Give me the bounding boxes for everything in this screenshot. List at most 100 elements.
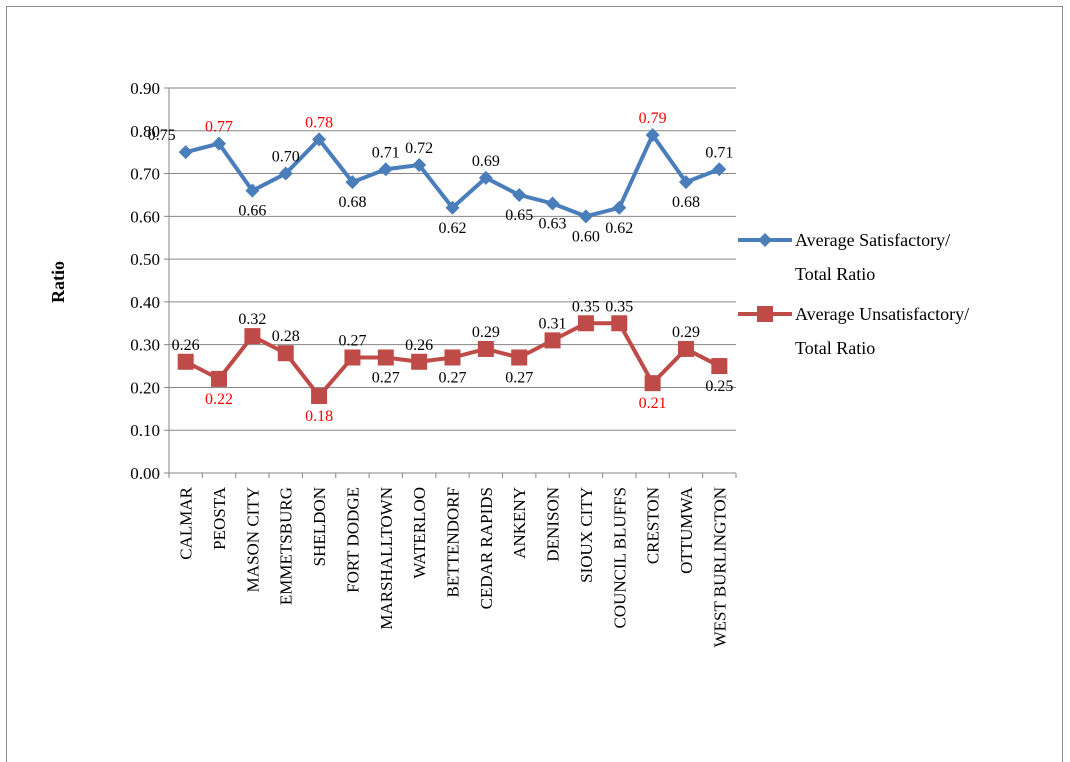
data-label-series-1: 0.62: [439, 220, 467, 237]
data-label-series-1: 0.70: [272, 149, 300, 166]
data-label-series-2: 0.21: [639, 395, 667, 412]
x-tick-label: CEDAR RAPIDS: [477, 487, 496, 609]
y-tick-label: 0.90: [130, 79, 160, 98]
data-point-series-2: [411, 353, 428, 370]
data-label-series-2: 0.26: [405, 337, 433, 354]
data-point-series-1: [545, 196, 560, 211]
x-tick-label: CALMAR: [177, 486, 196, 559]
data-point-series-1: [645, 128, 660, 143]
data-point-series-2: [211, 370, 228, 387]
data-point-series-1: [512, 187, 527, 202]
y-tick-label: 0.60: [130, 207, 160, 226]
axes: [168, 88, 736, 474]
data-label-series-1: 0.68: [672, 194, 700, 211]
data-point-series-1: [612, 200, 627, 215]
data-label-series-2: 0.35: [572, 298, 600, 315]
data-label-series-2: 0.27: [338, 333, 366, 350]
data-point-series-2: [477, 340, 494, 357]
x-tick-label: DENISON: [544, 487, 563, 562]
data-point-series-2: [711, 358, 728, 375]
data-point-series-1: [412, 158, 427, 172]
data-label-series-1: 0.72: [405, 140, 433, 157]
data-label-series-2: 0.35: [605, 298, 633, 315]
x-tick-label: EMMETSBURG: [277, 487, 296, 605]
x-tick-label: WATERLOO: [410, 487, 429, 579]
x-tick-label: MASON CITY: [243, 487, 262, 592]
y-tick-label: 0.10: [130, 421, 160, 440]
legend: Average Satisfactory/Total Ratio Average …: [738, 230, 969, 358]
legend-label: Average Unsatisfactory/: [795, 304, 969, 324]
x-tick-label: CRESTON: [644, 487, 663, 564]
data-point-series-1: [712, 162, 727, 177]
legend-label: Total Ratio: [795, 264, 875, 284]
y-tick-label: 0.70: [130, 165, 160, 184]
legend-label: Average Satisfactory/: [795, 230, 950, 250]
x-tick-label: SHELDON: [310, 487, 329, 566]
data-label-series-2: 0.32: [238, 311, 266, 328]
data-point-series-1: [478, 170, 493, 185]
data-point-series-2: [177, 353, 194, 370]
y-tick-label: 0.30: [130, 336, 160, 355]
data-point-series-1: [345, 175, 360, 190]
data-label-series-1: 0.71: [705, 144, 733, 161]
x-tick-label: PEOSTA: [210, 486, 229, 550]
x-tick-label: OTTUMWA: [677, 486, 696, 574]
y-tick-label: 0.00: [130, 464, 160, 483]
x-tick-label: COUNCIL BLUFFS: [610, 487, 629, 629]
data-label-series-2: 0.29: [672, 324, 700, 341]
legend-label: Total Ratio: [795, 338, 875, 358]
y-tick-label: 0.80: [130, 122, 160, 141]
data-point-series-1: [278, 166, 293, 181]
y-tick-label: 0.50: [130, 250, 160, 269]
data-point-series-2: [511, 349, 528, 366]
data-point-series-1: [378, 162, 393, 177]
data-label-series-1: 0.69: [472, 153, 500, 170]
data-point-series-1: [312, 132, 327, 147]
legend-marker-2: [757, 306, 773, 322]
data-point-series-2: [444, 349, 461, 366]
x-tick-label: ANKENY: [510, 487, 529, 559]
data-label-series-1: 0.63: [539, 216, 567, 233]
data-label-series-1: 0.79: [639, 110, 667, 127]
y-axis-ticks: 0.00 0.10 0.20 0.30 0.40 0.50 0.60 0.70 0.80 0.90: [130, 79, 169, 483]
data-label-series-2: 0.27: [439, 370, 467, 387]
data-label-series-1: 0.71: [372, 144, 400, 161]
data-label-series-2: 0.27: [505, 370, 533, 387]
data-point-series-2: [577, 315, 594, 332]
data-label-series-1: 0.75: [148, 127, 176, 144]
data-point-series-2: [611, 315, 628, 332]
data-point-series-1: [445, 200, 460, 215]
data-point-series-2: [277, 345, 294, 362]
data-label-series-2: 0.31: [539, 315, 567, 332]
y-tick-label: 0.20: [130, 378, 160, 397]
data-label-series-2: 0.25: [705, 378, 733, 395]
x-axis-ticks: CALMAR PEOSTA MASON CITY EMMETSBURG SHELDON F…: [168, 473, 737, 647]
data-label-series-1: 0.78: [305, 114, 333, 131]
series: [177, 128, 728, 404]
data-point-series-2: [244, 328, 261, 345]
x-tick-label: BETTENDORF: [444, 487, 463, 598]
data-label-series-1: 0.65: [505, 207, 533, 224]
data-point-series-1: [178, 145, 193, 160]
x-tick-label: FORT DODGE: [343, 487, 362, 593]
data-point-series-2: [311, 388, 328, 404]
y-axis-title: Ratio: [48, 261, 68, 303]
data-labels: 0.75 0.77 0.66 0.70 0.78 0.68 0.71 0.72 0.62 0.69…: [148, 110, 734, 425]
x-tick-label: MARSHALLTOWN: [377, 487, 396, 630]
data-point-series-2: [344, 349, 361, 366]
data-label-series-1: 0.68: [338, 194, 366, 211]
y-tick-label: 0.40: [130, 293, 160, 312]
data-label-series-2: 0.26: [172, 337, 200, 354]
data-label-series-2: 0.29: [472, 324, 500, 341]
data-label-series-1: 0.62: [605, 220, 633, 237]
data-label-series-2: 0.18: [305, 408, 333, 425]
gridlines: [169, 87, 736, 431]
data-label-series-1: 0.77: [205, 119, 233, 136]
data-label-series-2: 0.22: [205, 391, 233, 408]
x-tick-label: WEST BURLINGTON: [710, 487, 729, 647]
data-point-series-1: [245, 183, 260, 198]
data-point-series-2: [377, 349, 394, 366]
chart-frame: [6, 6, 1063, 762]
data-point-series-1: [578, 209, 593, 224]
